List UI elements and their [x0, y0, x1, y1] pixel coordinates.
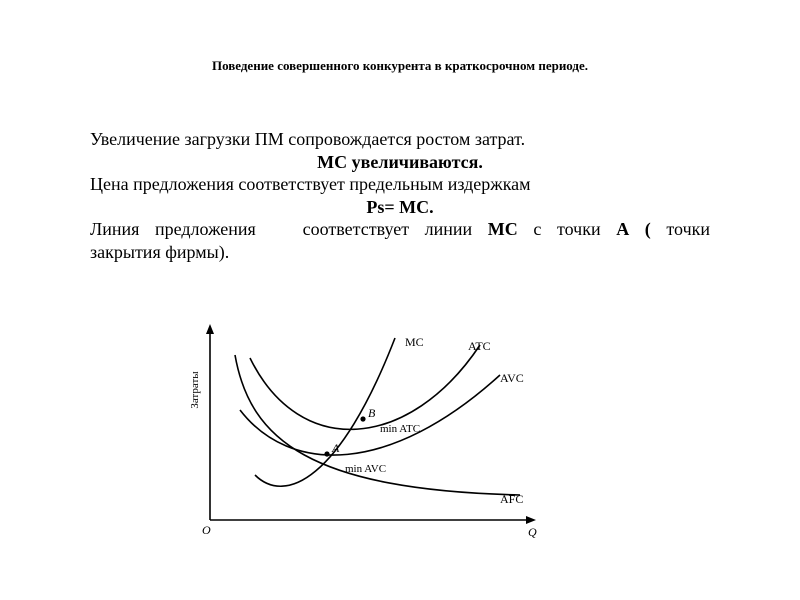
- min-atc-label: min ATC: [380, 423, 420, 435]
- point-a: [324, 451, 329, 456]
- x-arrow: [526, 516, 536, 524]
- cost-curves-chart: O Q Затраты MC ATC AVC AFC A B min ATC m…: [180, 320, 560, 550]
- point-b: [360, 416, 365, 421]
- axes: O Q Затраты: [189, 324, 537, 539]
- point-b-label: B: [368, 406, 376, 420]
- atc-label: ATC: [468, 339, 491, 353]
- chart-svg: O Q Затраты MC ATC AVC AFC A B min ATC m…: [180, 320, 560, 550]
- page: Поведение совершенного конкурента в крат…: [0, 0, 800, 600]
- x-axis-label: Q: [528, 525, 537, 539]
- origin-label: O: [202, 523, 211, 537]
- afc-label: AFC: [500, 492, 523, 506]
- line-5: Линия предложения соответствует линии МС…: [90, 218, 710, 241]
- point-a-label: A: [331, 441, 340, 455]
- y-axis-label: Затраты: [189, 371, 201, 409]
- line-1: Увеличение загрузки ПМ сопровождается ро…: [90, 128, 710, 151]
- body-text: Увеличение загрузки ПМ сопровождается ро…: [90, 128, 710, 263]
- slide-title: Поведение совершенного конкурента в крат…: [0, 58, 800, 74]
- mc-label: MC: [405, 335, 424, 349]
- y-arrow: [206, 324, 214, 334]
- line-4: Ps= MC.: [90, 196, 710, 219]
- line-6: закрытия фирмы).: [90, 241, 710, 264]
- line-3: Цена предложения соответствует предельны…: [90, 173, 710, 196]
- min-avc-label: min AVC: [345, 463, 386, 475]
- line-2: МС увеличиваются.: [90, 151, 710, 174]
- avc-label: AVC: [500, 371, 524, 385]
